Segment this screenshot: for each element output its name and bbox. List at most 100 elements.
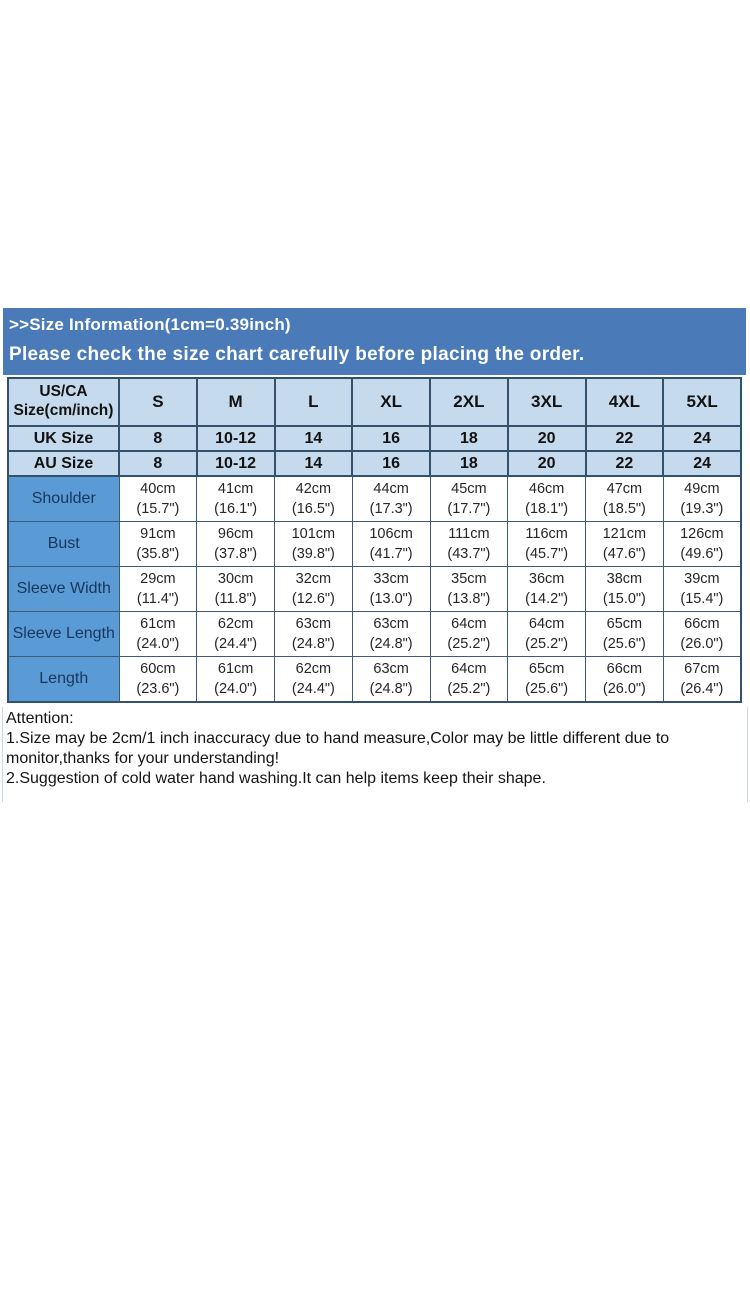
length-row: Length 60cm (23.6") 61cm (24.0") 62cm (24.4… bbox=[7, 656, 742, 703]
measurement-cell: 35cm (13.8") bbox=[429, 566, 509, 612]
measurement-cell: 42cm (16.5") bbox=[274, 475, 353, 522]
uk-size-value: 16 bbox=[351, 425, 431, 452]
inch-value: (25.2") bbox=[447, 681, 491, 697]
measurement-cell: 121cm (47.6") bbox=[585, 521, 664, 567]
cm-value: 39cm bbox=[684, 571, 720, 587]
au-size-row: AU Size 8 10-12 14 16 18 20 22 24 bbox=[7, 450, 742, 477]
inch-value: (49.6") bbox=[680, 546, 724, 562]
banner-title: >>Size Information(1cm=0.39inch) bbox=[9, 315, 291, 334]
cm-value: 101cm bbox=[291, 526, 336, 542]
cm-value: 64cm bbox=[451, 661, 487, 677]
inch-value: (15.0") bbox=[602, 591, 646, 607]
size-column-header-xl: XL bbox=[351, 377, 431, 427]
inch-value: (17.3") bbox=[369, 501, 413, 517]
measurement-cell: 30cm (11.8") bbox=[196, 566, 275, 612]
cm-value: 42cm bbox=[295, 481, 332, 497]
cm-value: 63cm bbox=[373, 661, 409, 677]
measurement-cell: 61cm (24.0") bbox=[196, 656, 275, 703]
inch-value: (39.8") bbox=[291, 546, 335, 562]
row-label-uk-size: UK Size bbox=[7, 425, 120, 452]
row-label-shoulder: Shoulder bbox=[7, 475, 120, 522]
cm-value: 44cm bbox=[373, 481, 409, 497]
cm-value: 62cm bbox=[217, 616, 254, 632]
cm-value: 126cm bbox=[680, 526, 724, 542]
corner-header: US/CA Size(cm/inch) bbox=[7, 377, 120, 427]
row-label-au-size: AU Size bbox=[7, 450, 120, 477]
uk-size-value: 22 bbox=[584, 425, 665, 452]
au-size-value: 8 bbox=[118, 450, 198, 477]
inch-value: (18.5") bbox=[602, 501, 646, 517]
measurement-cell: 63cm (24.8") bbox=[274, 611, 353, 657]
cm-value: 29cm bbox=[140, 571, 176, 587]
size-column-header-4xl: 4XL bbox=[584, 377, 665, 427]
cm-value: 116cm bbox=[525, 526, 568, 542]
au-size-value: 18 bbox=[429, 450, 509, 477]
inch-value: (24.8") bbox=[369, 681, 413, 697]
cm-value: 66cm bbox=[684, 616, 720, 632]
inch-value: (37.8") bbox=[214, 546, 258, 562]
measurement-cell: 66cm (26.0") bbox=[662, 611, 742, 657]
au-size-value: 24 bbox=[662, 450, 742, 477]
size-column-header-s: S bbox=[118, 377, 198, 427]
size-column-header-3xl: 3XL bbox=[506, 377, 587, 427]
measurement-cell: 67cm (26.4") bbox=[662, 656, 742, 703]
inch-value: (25.2") bbox=[447, 636, 491, 652]
inch-value: (24.8") bbox=[369, 636, 413, 652]
cm-value: 33cm bbox=[373, 571, 409, 587]
cm-value: 111cm bbox=[448, 526, 490, 542]
measurement-cell: 64cm (25.2") bbox=[429, 656, 509, 703]
inch-value: (12.6") bbox=[291, 591, 335, 607]
inch-value: (23.6") bbox=[136, 681, 180, 697]
measurement-cell: 39cm (15.4") bbox=[662, 566, 742, 612]
measurement-cell: 60cm (23.6") bbox=[118, 656, 198, 703]
measurement-cell: 91cm (35.8") bbox=[118, 521, 198, 567]
measurement-cell: 29cm (11.4") bbox=[118, 566, 198, 612]
inch-value: (35.8") bbox=[136, 546, 180, 562]
measurement-cell: 62cm (24.4") bbox=[196, 611, 275, 657]
banner-subtitle: Please check the size chart carefully be… bbox=[9, 344, 585, 365]
uk-size-row: UK Size 8 10-12 14 16 18 20 22 24 bbox=[7, 425, 742, 452]
cm-value: 49cm bbox=[684, 481, 720, 497]
measurement-cell: 36cm (14.2") bbox=[507, 566, 586, 612]
size-chart-table: US/CA Size(cm/inch) S M L XL 2XL 3XL 4XL… bbox=[7, 377, 742, 703]
row-label-length: Length bbox=[7, 656, 120, 703]
measurement-cell: 49cm (19.3") bbox=[662, 475, 742, 522]
cm-value: 35cm bbox=[451, 571, 487, 587]
sleeve-length-row: Sleeve Length 61cm (24.0") 62cm (24.4") 63… bbox=[7, 611, 742, 657]
inch-value: (25.2") bbox=[525, 636, 569, 652]
sleeve-width-row: Sleeve Width 29cm (11.4") 30cm (11.8") 32c… bbox=[7, 566, 742, 612]
measurement-cell: 32cm (12.6") bbox=[274, 566, 353, 612]
cm-value: 61cm bbox=[140, 616, 176, 632]
measurement-cell: 33cm (13.0") bbox=[351, 566, 431, 612]
row-label-sleeve-length: Sleeve Length bbox=[7, 611, 120, 657]
measurement-cell: 62cm (24.4") bbox=[274, 656, 353, 703]
inch-value: (45.7") bbox=[525, 546, 569, 562]
measurement-cell: 65cm (25.6") bbox=[585, 611, 664, 657]
uk-size-value: 20 bbox=[506, 425, 587, 452]
measurement-cell: 66cm (26.0") bbox=[585, 656, 664, 703]
uk-size-value: 24 bbox=[662, 425, 742, 452]
inch-value: (11.8") bbox=[214, 591, 257, 607]
size-column-header-2xl: 2XL bbox=[429, 377, 509, 427]
inch-value: (25.6") bbox=[525, 681, 569, 697]
measurement-cell: 40cm (15.7") bbox=[118, 475, 198, 522]
measurement-cell: 116cm (45.7") bbox=[507, 521, 586, 567]
au-size-value: 14 bbox=[273, 450, 354, 477]
au-size-value: 10-12 bbox=[195, 450, 276, 477]
cm-value: 96cm bbox=[217, 526, 254, 542]
inch-value: (24.4") bbox=[291, 681, 335, 697]
cm-value: 38cm bbox=[606, 571, 643, 587]
inch-value: (13.8") bbox=[447, 591, 491, 607]
inch-value: (11.4") bbox=[136, 591, 179, 607]
cm-value: 67cm bbox=[684, 661, 720, 677]
table-header-row: US/CA Size(cm/inch) S M L XL 2XL 3XL 4XL… bbox=[7, 377, 742, 427]
measurement-cell: 126cm (49.6") bbox=[662, 521, 742, 567]
cm-value: 46cm bbox=[528, 481, 565, 497]
measurement-cell: 106cm (41.7") bbox=[351, 521, 431, 567]
cm-value: 65cm bbox=[606, 616, 643, 632]
row-label-sleeve-width: Sleeve Width bbox=[7, 566, 120, 612]
inch-value: (19.3") bbox=[680, 501, 724, 517]
row-label-bust: Bust bbox=[7, 521, 120, 567]
measurement-cell: 41cm (16.1") bbox=[196, 475, 275, 522]
uk-size-value: 8 bbox=[118, 425, 198, 452]
